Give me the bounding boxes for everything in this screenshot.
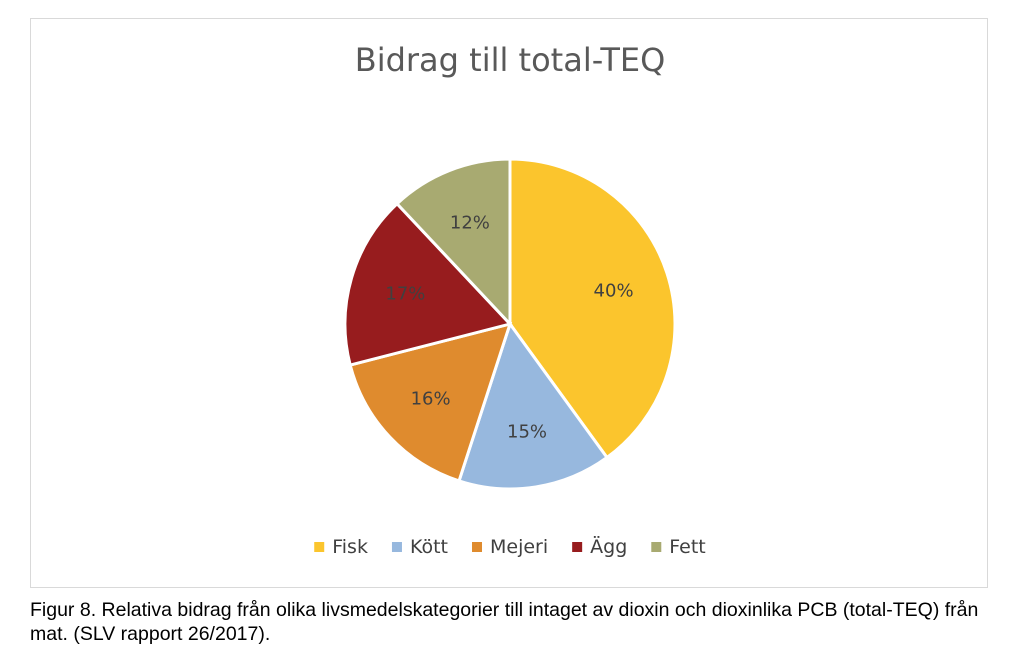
slice-label-fett: 12%: [450, 213, 490, 234]
figure-caption: Figur 8. Relativa bidrag från olika livs…: [30, 599, 979, 645]
legend-swatch-fett: [651, 542, 662, 552]
legend-item-fisk: Fisk: [314, 536, 368, 558]
legend-swatch-kött: [391, 542, 402, 552]
legend-item-kött: Kött: [391, 536, 448, 558]
legend-item-mejeri: Mejeri: [472, 536, 548, 558]
legend-label-ägg: Ägg: [590, 535, 627, 558]
chart-title: Bidrag till total-TEQ: [355, 41, 666, 79]
chart-area: Bidrag till total-TEQ 40% 15% 16% 17% 12% Fi…: [30, 18, 988, 588]
slice-label-fisk: 40%: [594, 280, 634, 301]
legend-swatch-fisk: [314, 542, 325, 552]
pie-chart: Bidrag till total-TEQ 40% 15% 16% 17% 12% Fi…: [314, 41, 706, 558]
legend-label-fisk: Fisk: [332, 536, 368, 558]
pie-slice-ägg: [343, 201, 513, 367]
chart-legend: Fisk Kött Mejeri Ägg Fett: [314, 535, 706, 558]
legend-label-fett: Fett: [669, 536, 705, 558]
legend-label-kött: Kött: [410, 536, 448, 558]
legend-label-mejeri: Mejeri: [490, 536, 548, 558]
legend-swatch-ägg: [572, 542, 583, 552]
pie-slice-fett: [394, 157, 512, 328]
pie-slices: [343, 157, 677, 491]
legend-item-ägg: Ägg: [572, 535, 627, 558]
pie-slice-fisk: [508, 157, 677, 460]
legend-item-fett: Fett: [651, 536, 706, 558]
slice-label-ägg: 17%: [385, 284, 425, 305]
slice-label-kött: 15%: [507, 422, 547, 443]
slice-label-mejeri: 16%: [411, 389, 451, 410]
legend-swatch-mejeri: [472, 542, 483, 552]
pie-slice-mejeri: [348, 321, 513, 483]
pie-slice-kött: [457, 320, 610, 491]
pie-slice-labels: 40% 15% 16% 17% 12%: [385, 213, 633, 443]
